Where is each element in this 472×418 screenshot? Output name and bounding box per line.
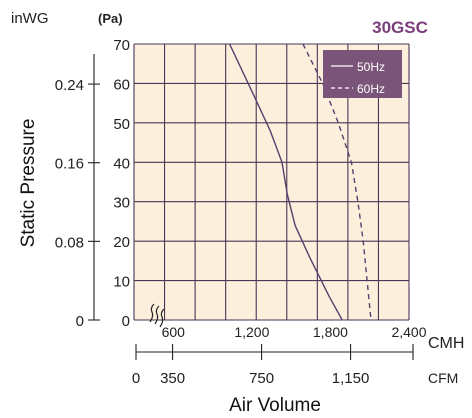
legend-label-60hz: 60Hz: [357, 82, 385, 96]
x-tick-label-cmh: 600: [162, 324, 186, 340]
series-line-50hz: [228, 43, 343, 321]
series-line-60hz: [302, 43, 372, 321]
y-tick-label-pa: 30: [113, 195, 130, 212]
x-tick-label-cfm: 0: [132, 370, 140, 387]
y-tick-label-pa: 70: [113, 37, 130, 54]
x-tick-label-cmh: 1,200: [234, 324, 269, 340]
x-axis-title: Air Volume: [229, 395, 321, 416]
y-tick-label-pa: 50: [113, 116, 130, 133]
legend: 50Hz 60Hz: [323, 50, 402, 98]
legend-label-50hz: 50Hz: [357, 60, 385, 74]
y-tick-label-pa: 10: [113, 274, 130, 291]
y-tick-label-inwg: 0.24: [55, 77, 84, 94]
x-tick-label-cmh: 2,400: [391, 324, 426, 340]
y-tick-label-inwg: 0: [76, 313, 84, 330]
chart-title: 30GSC: [372, 18, 428, 37]
x-unit-cmh: CMH: [428, 335, 464, 352]
y-tick-label-pa: 20: [113, 234, 130, 251]
y-tick-label-pa: 40: [113, 155, 130, 172]
axes: 0 10 20 30 40 50 60 70 0 0.08 0.16 0.24 600 1,200 1,80…: [55, 37, 427, 387]
x-tick-label-cfm: 1,150: [332, 370, 370, 387]
y-tick-label-inwg: 0.08: [55, 234, 84, 251]
y-unit-inwg: inWG: [11, 10, 49, 27]
y-tick-label-inwg: 0.16: [55, 156, 84, 173]
y-axis-title: Static Pressure: [18, 119, 39, 248]
y-unit-pa: (Pa): [98, 11, 123, 26]
x-tick-label-cfm: 350: [160, 370, 185, 387]
y-tick-label-pa: 60: [113, 76, 130, 93]
axis-break-mark: [149, 303, 165, 328]
y-tick-label-pa: 0: [122, 313, 130, 330]
x-tick-label-cfm: 750: [249, 370, 274, 387]
legend-box: [323, 50, 402, 98]
x-unit-cfm: CFM: [428, 370, 458, 386]
series-layer: [228, 43, 372, 321]
x-tick-label-cmh: 1,800: [313, 324, 348, 340]
